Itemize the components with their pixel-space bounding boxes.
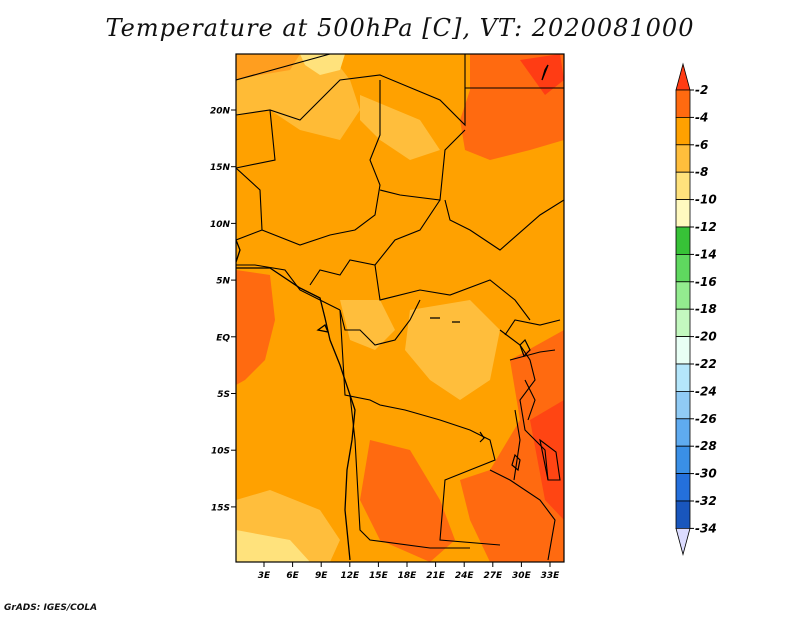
colorbar-label: -2 [695,83,708,97]
colorbar-swatch [675,390,691,420]
country-borders [236,54,564,561]
lat-tick-label: 10N [210,220,231,230]
map-frame [235,53,565,563]
colorbar-label: -26 [695,412,717,426]
lon-tick-label: 27E [483,571,503,581]
latitude-axis: 20N 15N 10N 5N EQ 5S 10S 15S [210,107,236,513]
colorbar-swatch [675,89,691,118]
colorbar-label: -28 [695,439,717,453]
lat-tick-label: 15S [211,503,230,513]
lakes [430,317,531,472]
colorbar-label: -22 [695,357,717,371]
colorbar-swatch [675,144,691,173]
longitude-axis: 3E 6E 9E 12E 15E 18E 21E 24E 27E 30E 33E [258,562,560,581]
colorbar-label: -12 [695,220,717,234]
colorbar-swatch [675,253,691,283]
colorbar-swatch [675,171,691,200]
colorbar-label: -14 [695,247,717,261]
lat-tick-label: 10S [211,447,230,457]
colorbar-label: -32 [695,494,717,508]
lon-tick-label: 21E [426,571,446,581]
colorbar-swatch [675,226,691,255]
colorbar-bottom-arrow [675,528,691,556]
lat-tick-label: 5S [217,390,230,400]
colorbar-swatch [675,308,691,338]
colorbar-swatch [675,473,691,502]
colorbar-swatch [675,445,691,475]
lon-tick-label: 12E [340,571,360,581]
color-bar: -2 -4 -6 -8 -10 -12 -14 -16 -18 -20 -22 -24 -26 -28 -3… [675,62,717,556]
colorbar-label: -16 [695,275,717,289]
lon-tick-label: 24E [455,571,475,581]
colorbar-label: -20 [695,330,717,344]
lon-tick-label: 9E [315,571,328,581]
lon-tick-label: 18E [398,571,418,581]
grads-credit: GrADS: IGES/COLA [4,603,98,613]
lat-tick-label: 15N [210,163,231,173]
lon-tick-label: 3E [258,571,271,581]
colorbar-swatch [675,418,691,447]
lon-tick-label: 30E [512,571,532,581]
colorbar-swatch [675,336,691,365]
colorbar-label: -8 [695,165,708,179]
colorbar-swatch [675,117,691,146]
lon-tick-label: 15E [369,571,389,581]
lat-tick-label: 20N [210,107,231,117]
colorbar-top-arrow [675,62,691,91]
colorbar-label: -6 [695,138,708,152]
colorbar-label: -18 [695,302,717,316]
colorbar-label: -4 [695,110,708,124]
colorbar-label: -30 [695,467,717,481]
lon-tick-label: 33E [541,571,561,581]
lat-tick-label: 5N [216,277,230,287]
map-title: Temperature at 500hPa [C], VT: 202008100… [105,14,695,42]
lon-tick-label: 6E [286,571,299,581]
colorbar-swatch [675,281,691,310]
colorbar-label: -34 [695,521,717,535]
colorbar-label: -24 [695,384,717,398]
temperature-field [236,54,564,562]
lat-tick-label: EQ [216,333,230,343]
colorbar-swatch [675,500,691,529]
colorbar-swatch [675,199,691,228]
colorbar-label: -10 [695,193,717,207]
colorbar-swatch [675,363,691,392]
temperature-map: 20N 15N 10N 5N EQ 5S 10S 15S 3E 6E 9E 12E 15E 18E 21E… [210,53,717,581]
coastline [236,64,549,561]
